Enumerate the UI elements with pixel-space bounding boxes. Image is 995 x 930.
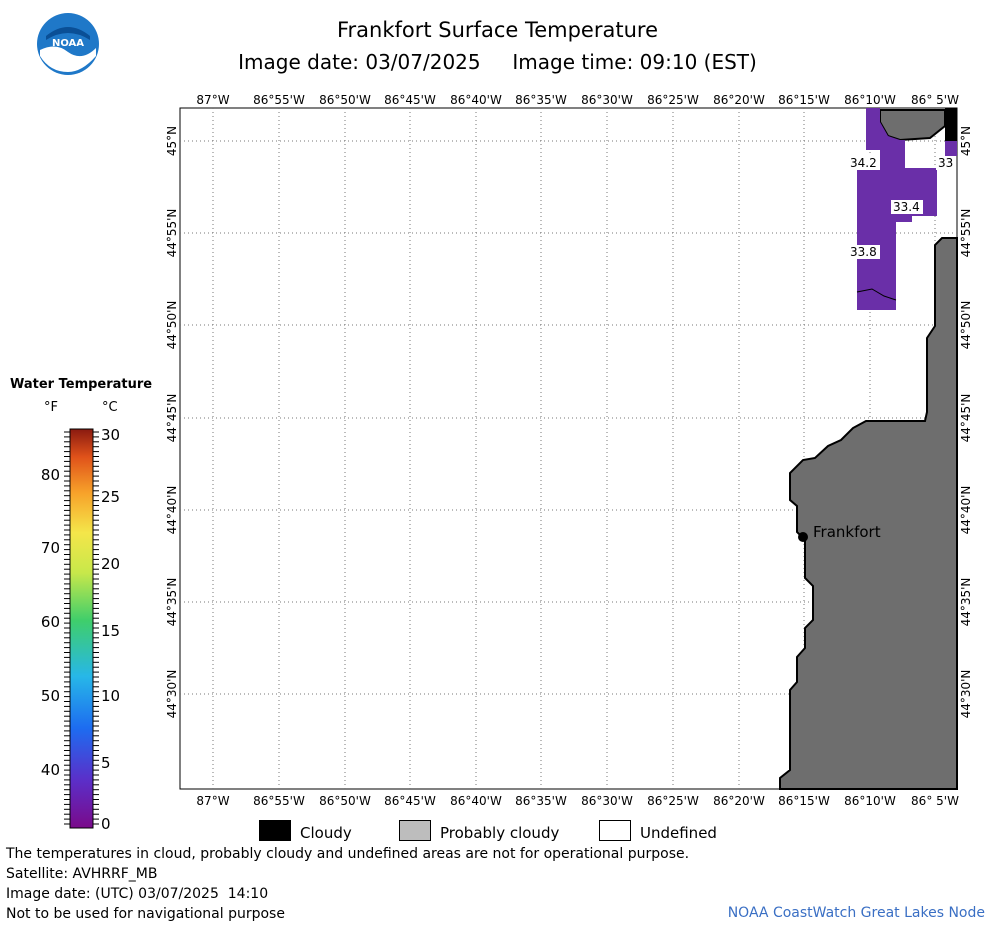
city-marker	[798, 532, 808, 542]
lon-label: 86°50'W	[319, 794, 371, 808]
lat-labels-right: 45°N 44°55'N 44°50'N 44°45'N 44°40'N 44°…	[959, 126, 973, 719]
temp-label: 33.4	[893, 200, 920, 214]
noaa-logo-icon: NOAA	[36, 12, 100, 76]
logo-text: NOAA	[52, 38, 84, 49]
c-tick-label: 25	[101, 488, 120, 506]
lat-label: 44°45'N	[165, 394, 179, 443]
lat-label: 44°35'N	[165, 578, 179, 627]
lon-label: 86°20'W	[713, 93, 765, 107]
legend-swatch-undefined	[599, 820, 631, 841]
f-tick-label: 70	[41, 539, 60, 557]
lon-label: 86°20'W	[713, 794, 765, 808]
utc-date-text: Image date: (UTC) 03/07/2025 14:10	[6, 886, 269, 902]
lon-label: 86°40'W	[450, 93, 502, 107]
c-tick-labels: 30 25 20 15 10 5 0	[101, 426, 120, 833]
lon-label: 86°35'W	[515, 794, 567, 808]
lat-label: 44°55'N	[165, 209, 179, 258]
legend-label-cloudy: Cloudy	[300, 824, 352, 842]
unit-fahrenheit: °F	[44, 400, 58, 415]
c-tick-label: 0	[101, 815, 111, 833]
lon-label: 86°45'W	[384, 794, 436, 808]
lon-label: 86°50'W	[319, 93, 371, 107]
f-tick-label: 50	[41, 687, 60, 705]
lon-label: 86°25'W	[647, 794, 699, 808]
lon-label: 86°40'W	[450, 794, 502, 808]
c-tick-label: 10	[101, 687, 120, 705]
lat-label: 44°50'N	[959, 301, 973, 350]
lon-label: 87°W	[196, 93, 229, 107]
lon-label: 86°35'W	[515, 93, 567, 107]
lat-label: 45°N	[959, 126, 973, 156]
lon-label: 86° 5'W	[911, 93, 959, 107]
lat-label: 44°55'N	[959, 209, 973, 258]
temp-label: 33	[938, 156, 953, 170]
navigation-warning-text: Not to be used for navigational purpose	[6, 906, 285, 922]
f-tick-label: 60	[41, 613, 60, 631]
c-tick-label: 20	[101, 555, 120, 573]
lon-label: 86°15'W	[778, 93, 830, 107]
land-area	[779, 237, 958, 790]
satellite-text: Satellite: AVHRRF_MB	[6, 866, 158, 882]
lon-label: 86°55'W	[253, 93, 305, 107]
lon-labels-top: 87°W 86°55'W 86°50'W 86°45'W 86°40'W 86°…	[196, 93, 959, 107]
lon-label: 86°10'W	[844, 93, 896, 107]
lat-label: 45°N	[165, 126, 179, 156]
legend-label-probably-cloudy: Probably cloudy	[440, 824, 560, 842]
c-tick-label: 15	[101, 622, 120, 640]
temp-label: 33.8	[850, 245, 877, 259]
c-tick-label: 30	[101, 426, 120, 444]
lat-labels-left: 45°N 44°55'N 44°50'N 44°45'N 44°40'N 44°…	[165, 126, 179, 719]
disclaimer-text: The temperatures in cloud, probably clou…	[6, 846, 690, 862]
temp-label: 34.2	[850, 156, 877, 170]
legend-swatch-probably-cloudy	[399, 820, 431, 841]
f-tick-label: 40	[41, 761, 60, 779]
lon-label: 86°25'W	[647, 93, 699, 107]
lon-label: 86°45'W	[384, 93, 436, 107]
lat-label: 44°40'N	[165, 486, 179, 535]
lat-label: 44°30'N	[165, 670, 179, 719]
legend-swatch-cloudy	[259, 820, 291, 841]
lon-label: 86°55'W	[253, 794, 305, 808]
city-label: Frankfort	[813, 523, 881, 541]
scale-title: Water Temperature	[10, 377, 153, 392]
f-tick-labels: 80 70 60 50 40	[41, 466, 60, 779]
lat-label: 44°35'N	[959, 578, 973, 627]
cloudy-area	[945, 108, 957, 141]
legend-label-undefined: Undefined	[640, 824, 717, 842]
c-tick-label: 5	[101, 754, 111, 772]
lon-label: 86°30'W	[581, 794, 633, 808]
map-title: Frankfort Surface Temperature	[336, 18, 658, 42]
lon-label: 86°30'W	[581, 93, 633, 107]
image-date-time: Image date: 03/07/2025 Image time: 09:10…	[238, 50, 757, 74]
credit-text: NOAA CoastWatch Great Lakes Node	[727, 905, 985, 921]
lat-label: 44°45'N	[959, 394, 973, 443]
lon-label: 87°W	[196, 794, 229, 808]
unit-celsius: °C	[102, 400, 118, 415]
scale-ticks	[64, 431, 99, 825]
water-boundary	[856, 288, 897, 301]
graticule	[180, 108, 957, 789]
lat-label: 44°50'N	[165, 301, 179, 350]
lon-label: 86° 5'W	[911, 794, 959, 808]
lon-labels-bottom: 87°W 86°55'W 86°50'W 86°45'W 86°40'W 86°…	[196, 794, 959, 808]
lon-label: 86°15'W	[778, 794, 830, 808]
lat-label: 44°40'N	[959, 486, 973, 535]
color-scale-bar	[69, 428, 94, 829]
lat-label: 44°30'N	[959, 670, 973, 719]
lon-label: 86°10'W	[844, 794, 896, 808]
f-tick-label: 80	[41, 466, 60, 484]
